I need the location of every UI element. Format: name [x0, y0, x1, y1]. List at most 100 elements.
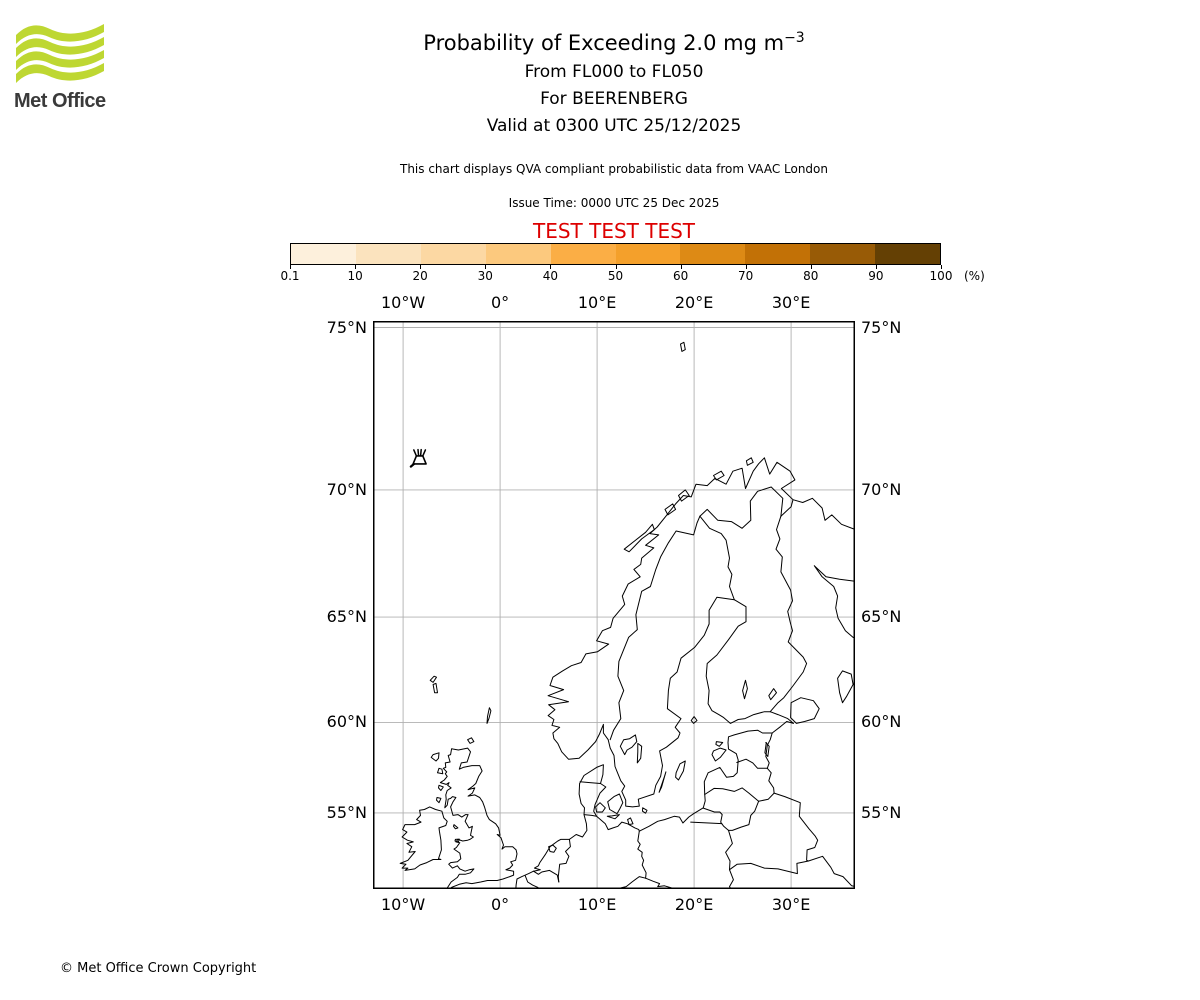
- coast-aland: [690, 716, 698, 724]
- coast-faroe-south: [432, 682, 438, 694]
- coast-orkney: [467, 737, 475, 744]
- volcano-marker-eruption-rays: [413, 448, 427, 457]
- coast-bear-island: [680, 341, 686, 352]
- met-office-logo-text: Met Office: [14, 90, 106, 112]
- axis-label-bottom-20°E: 20°E: [674, 895, 714, 914]
- border-poland-lithuania: [721, 823, 729, 831]
- colorbar-unit-label: (%): [964, 269, 985, 283]
- colorbar-tick-label-30: 30: [477, 269, 493, 283]
- colorbar-segment-10-20: [355, 244, 421, 264]
- colorbar-segment-30-40: [485, 244, 551, 264]
- coast-isle-of-man: [453, 824, 459, 830]
- coast-faroe-north: [429, 675, 437, 683]
- lake-limfjord: [579, 781, 601, 784]
- lake-saimaa: [768, 688, 777, 701]
- axis-label-left-65°N: 65°N: [326, 607, 367, 627]
- border-norway-russia: [780, 499, 794, 517]
- border-belgium-netherlands: [533, 869, 560, 883]
- colorbar-tick-40: [550, 265, 552, 269]
- coast-continental-europe: [515, 457, 855, 889]
- colorbar-tick-label-10: 10: [347, 269, 363, 283]
- probability-colorbar: [290, 243, 941, 265]
- colorbar-tick-90: [875, 265, 877, 269]
- colorbar-segment-60-70: [680, 244, 746, 264]
- border-latvia-russia: [766, 767, 775, 794]
- copyright-notice: © Met Office Crown Copyright: [60, 961, 257, 976]
- coast-ireland: [399, 806, 448, 871]
- coast-hiiumaa: [715, 741, 724, 747]
- colorbar-segment-70-80: [745, 244, 811, 264]
- border-germany-denmark: [583, 814, 598, 817]
- border-norway-sweden: [609, 515, 701, 741]
- border-belgium-france: [524, 875, 540, 889]
- axis-label-left-75°N: 75°N: [326, 317, 367, 337]
- border-poland-kaliningrad: [690, 821, 723, 825]
- border-poland-germany: [637, 830, 647, 879]
- border-estonia-russia: [765, 732, 773, 769]
- axis-label-bottom-30°E: 30°E: [771, 895, 811, 914]
- colorbar-segment-80-90: [810, 244, 876, 264]
- page-title: Probability of Exceeding 2.0 mg m−3: [423, 30, 805, 55]
- coast-zealand: [607, 793, 624, 815]
- colorbar-segment-0.1-10: [291, 244, 356, 264]
- coast-lofoten: [623, 523, 655, 553]
- test-banner: TEST TEST TEST: [532, 219, 695, 243]
- subtitle-volcano: For BEERENBERG: [540, 89, 688, 109]
- qva-compliance-note: This chart displays QVA compliant probab…: [400, 162, 828, 176]
- axis-label-left-55°N: 55°N: [326, 802, 367, 822]
- colorbar-segment-50-60: [615, 244, 681, 264]
- coast-great-britain: [439, 747, 518, 889]
- coast-funen: [595, 802, 606, 813]
- coast-soroya: [713, 470, 725, 481]
- axis-label-bottom-10°E: 10°E: [577, 895, 617, 914]
- coast-lolland: [606, 814, 620, 820]
- lake-onega: [837, 670, 854, 704]
- colorbar-tick-70: [745, 265, 747, 269]
- coast-mageroya: [745, 457, 754, 466]
- coast-skye: [437, 767, 444, 775]
- map-border: [373, 321, 855, 889]
- axis-label-top-10°E: 10°E: [577, 293, 617, 312]
- lake-vanern: [619, 734, 638, 756]
- axis-label-top-10°W: 10°W: [381, 293, 426, 312]
- coast-islay: [436, 797, 442, 804]
- border-finland-russia: [769, 515, 808, 713]
- colorbar-tick-label-70: 70: [738, 269, 754, 283]
- met-office-logo-waves: [16, 24, 104, 83]
- colorbar-tick-80: [810, 265, 812, 269]
- border-belarus-ukraine: [729, 860, 809, 875]
- subtitle-flight-levels: From FL000 to FL050: [524, 62, 704, 82]
- border-lithuania-belarus: [728, 800, 760, 831]
- border-poland-czechia: [645, 877, 675, 889]
- colorbar-tick-60: [680, 265, 682, 269]
- axis-label-right-65°N: 65°N: [861, 607, 902, 627]
- border-ukraine-russia: [808, 855, 855, 888]
- colorbar-tick-20: [420, 265, 422, 269]
- colorbar-tick-30: [485, 265, 487, 269]
- volcano-marker-body: [412, 455, 427, 465]
- border-latvia-lithuania: [704, 787, 760, 802]
- map-canvas: [373, 321, 855, 889]
- border-lithuania-kaliningrad: [702, 807, 723, 825]
- coast-shetland: [486, 707, 492, 724]
- border-poland-ukraine: [729, 869, 734, 889]
- issue-time: Issue Time: 0000 UTC 25 Dec 2025: [508, 196, 720, 210]
- colorbar-tick-label-80: 80: [803, 269, 819, 283]
- coast-mull: [438, 784, 444, 791]
- lake-ladoga: [790, 697, 820, 724]
- axis-label-bottom-10°W: 10°W: [381, 895, 426, 914]
- met-office-logo: Met Office: [14, 22, 124, 113]
- border-sweden-finland: [699, 515, 735, 601]
- axis-label-bottom-0°: 0°: [491, 895, 510, 914]
- border-belarus-russia: [773, 792, 819, 862]
- coast-white-sea: [813, 565, 855, 639]
- lake-ijsselmeer: [548, 844, 557, 853]
- subtitle-valid-time: Valid at 0300 UTC 25/12/2025: [486, 116, 742, 136]
- coast-anglesey: [454, 838, 460, 843]
- axis-label-top-0°: 0°: [491, 293, 510, 312]
- colorbar-tick-label-20: 20: [412, 269, 428, 283]
- coast-senja: [664, 503, 677, 516]
- border-latvia-belarus: [758, 792, 775, 802]
- coast-oland: [658, 771, 667, 793]
